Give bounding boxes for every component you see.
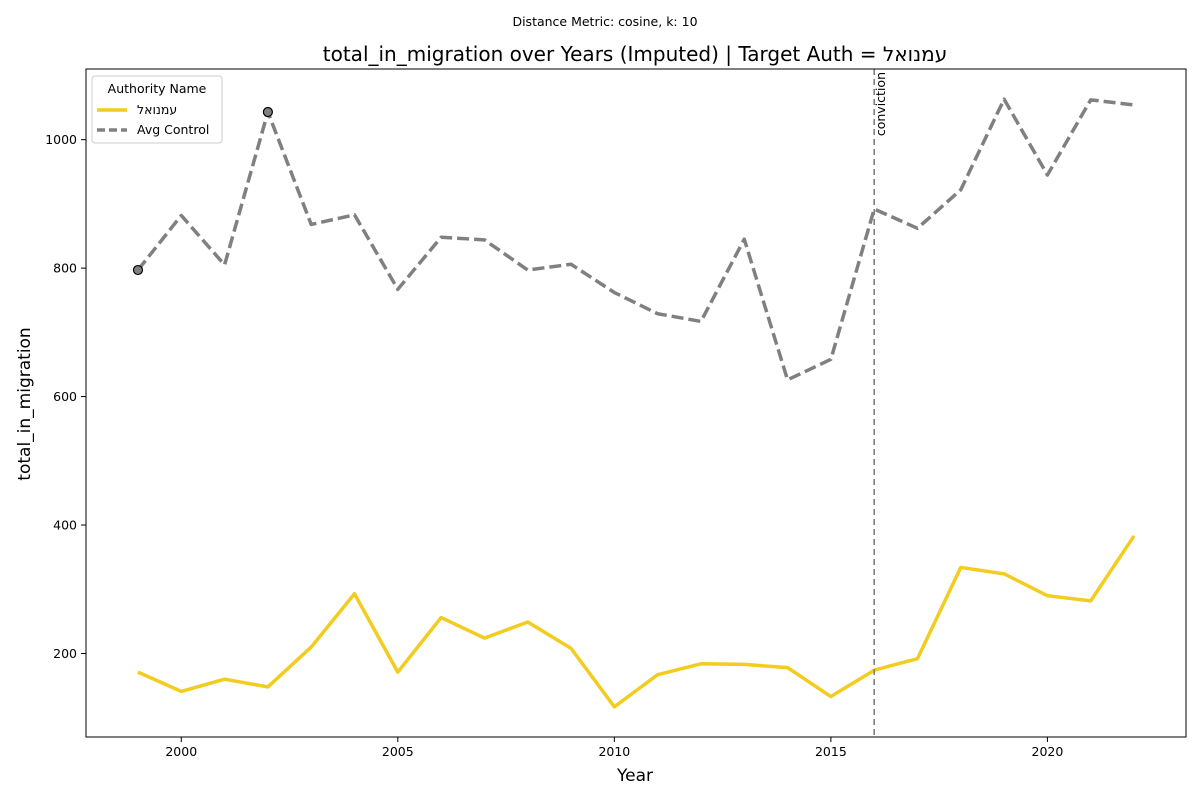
plot-frame [85, 68, 1187, 738]
y-axis-label: total_in_migration [15, 327, 35, 480]
plot-area: conviction 2000 2005 2010 2015 2020 200 400 600 8… [45, 68, 1187, 759]
x-tick-label: 2005 [382, 744, 414, 759]
chart-suptitle: Distance Metric: cosine, k: 10 [512, 14, 697, 29]
event-vline-label: conviction [873, 72, 888, 136]
x-tick-label: 2020 [1032, 744, 1064, 759]
series-line-target [137, 534, 1136, 709]
chart-title: total_in_migration over Years (Imputed) … [323, 42, 947, 66]
x-axis-label: Year [616, 766, 653, 786]
series-line-avg-control [136, 97, 1135, 382]
legend: Authority Name עמנואל Avg Control [91, 75, 223, 144]
y-tick-label: 1000 [45, 132, 77, 147]
x-tick-label: 2015 [815, 744, 847, 759]
y-tick-label: 400 [53, 518, 77, 533]
data-marker-0 [132, 264, 144, 276]
legend-label-control: Avg Control [137, 122, 209, 137]
y-tick-label: 200 [53, 646, 77, 661]
x-tick-label: 2010 [598, 744, 630, 759]
y-tick-label: 800 [53, 261, 77, 276]
y-tick-label: 600 [53, 389, 77, 404]
legend-title: Authority Name [108, 81, 207, 96]
legend-box [91, 75, 223, 144]
x-tick-label: 2000 [165, 744, 197, 759]
data-marker-1 [262, 106, 273, 118]
legend-label-target: עמנואל [137, 102, 177, 117]
